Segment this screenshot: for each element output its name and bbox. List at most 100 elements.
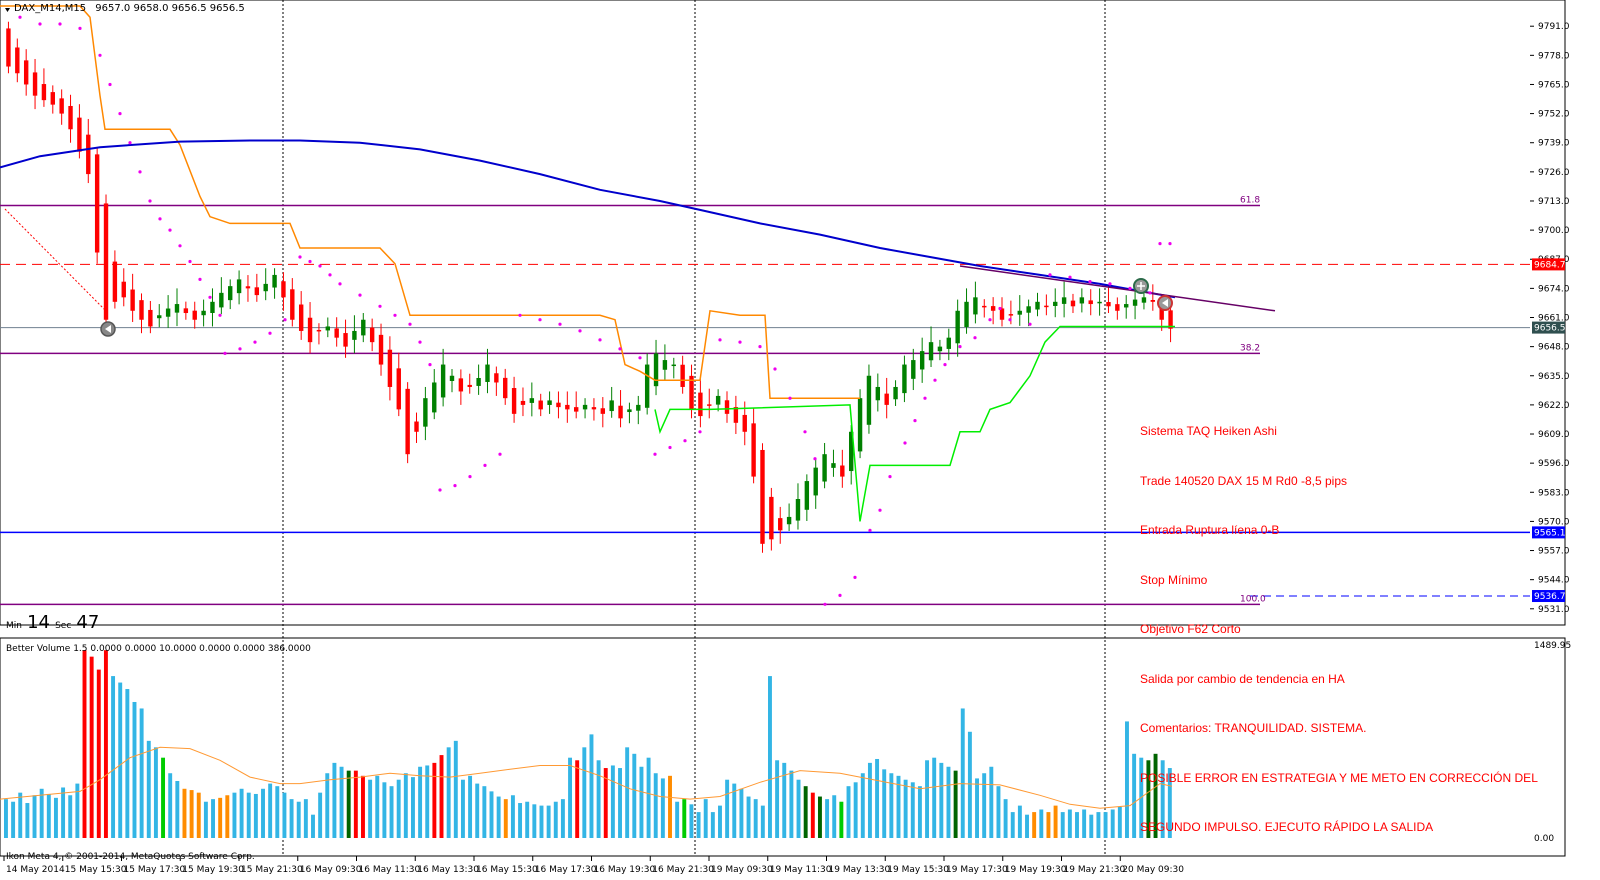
price-axis: 9791.0 9778.0 9765.0 9752.0 9739.0 9726.0 9713…: [1530, 22, 1571, 844]
psar-dot: [813, 457, 817, 461]
copyright: Ikon Meta 4, © 2001-2014, MetaQuotes Sof…: [6, 852, 255, 862]
annotation-line: Entrada Ruptura líena 0-B: [1140, 523, 1280, 537]
annotation-line: Stop Mínimo: [1140, 572, 1208, 587]
volume-bar: [4, 799, 8, 838]
volume-bar: [539, 805, 544, 838]
arrow-left-icon: [1162, 299, 1168, 307]
candle-body: [999, 308, 1005, 320]
psar-dot: [923, 396, 927, 400]
volume-bar: [68, 795, 73, 838]
volume-bar: [603, 768, 608, 838]
volume-bar: [1039, 809, 1044, 838]
price-marker-label: 9565.1: [1534, 528, 1566, 538]
volume-bar: [246, 792, 251, 838]
candle-body: [627, 409, 632, 413]
fib-label: 61.8: [1240, 195, 1260, 205]
psar-dot: [1088, 280, 1092, 284]
volume-bar: [396, 779, 401, 838]
volume-bar: [82, 650, 87, 838]
volume-bar: [860, 773, 865, 838]
volume-bar: [460, 779, 465, 838]
psar-dot: [1168, 242, 1172, 246]
psar-dot: [78, 26, 82, 30]
candle-body: [698, 392, 703, 417]
time-label: 16 May 13:30: [417, 865, 479, 875]
psar-dot: [148, 199, 152, 203]
candle-body: [1008, 314, 1014, 316]
volume-bar: [353, 770, 358, 838]
psar-dot: [1108, 282, 1112, 286]
candle-body: [281, 281, 286, 298]
axis-tick-label: 9739.0: [1538, 139, 1570, 149]
collapse-arrow-icon[interactable]: [5, 8, 10, 12]
candle-body: [485, 364, 490, 382]
axis-tick-label: 9674.0: [1538, 284, 1570, 294]
price-marker-label: 9656.5: [1534, 324, 1566, 334]
volume-bar: [1025, 814, 1029, 838]
axis-tick-label: 9557.0: [1538, 547, 1570, 557]
psar-dot: [438, 488, 442, 492]
psar-dot: [158, 217, 162, 221]
candle-body: [228, 286, 233, 301]
axis-tick-label: 9570.0: [1538, 517, 1570, 527]
candle-body: [1124, 304, 1129, 308]
psar-dot: [518, 313, 522, 317]
candle-body: [307, 317, 313, 343]
psar-dot: [973, 336, 977, 340]
volume-bar: [425, 765, 430, 838]
volume-bar: [639, 766, 644, 838]
candle-body: [236, 279, 242, 294]
volume-ma: [0, 746, 1173, 809]
volume-bar: [496, 796, 501, 838]
candle-body: [769, 496, 774, 540]
annotation-line: SEGUNDO IMPULSO. EJECUTO RÁPIDO LA SALID…: [1140, 820, 1434, 834]
candle-body: [1079, 297, 1085, 304]
psar-dot: [638, 356, 642, 360]
volume-bar: [211, 799, 215, 838]
volume-bar: [418, 766, 423, 838]
volume-bar: [1032, 812, 1037, 838]
time-label: 15 May 19:30: [182, 865, 244, 875]
volume-bar: [1003, 799, 1008, 838]
sec-value: 47: [76, 612, 100, 633]
time-label: 16 May 21:30: [652, 865, 714, 875]
candle-body: [671, 364, 676, 367]
volume-bar: [118, 682, 123, 838]
candle-body: [857, 398, 863, 452]
volume-bar: [525, 801, 530, 838]
volume-bar: [375, 775, 380, 838]
candle-body: [1159, 300, 1164, 320]
psar-dot: [268, 331, 272, 335]
psar-dot: [58, 22, 62, 26]
volume-bar: [1146, 760, 1151, 838]
volume-bar: [61, 787, 66, 838]
volume-bar: [568, 757, 573, 838]
candle-body: [973, 297, 978, 315]
volume-bar: [289, 799, 294, 838]
volume-bar: [917, 786, 922, 838]
volume-bar: [161, 757, 166, 838]
candle-body: [591, 407, 597, 410]
volume-bar: [625, 747, 630, 838]
volume-bar: [839, 801, 844, 838]
psar-dot: [913, 419, 917, 423]
volume-bar: [153, 747, 158, 838]
time-label: 19 May 21:30: [1064, 865, 1126, 875]
ohlc-values: 9657.0 9658.0 9656.5 9656.5: [95, 3, 245, 14]
volume-bar: [389, 786, 394, 838]
volume-bar: [125, 689, 130, 838]
min-label: Min: [6, 621, 22, 631]
time-label: 19 May 13:30: [829, 865, 891, 875]
candle-body: [423, 398, 428, 427]
axis-tick-label: 9713.0: [1538, 197, 1570, 207]
candle-body: [831, 463, 836, 468]
psar-dot: [653, 452, 657, 456]
candle-body: [840, 465, 845, 477]
candle-body: [476, 378, 481, 386]
psar-dot: [698, 430, 702, 434]
axis-tick-label: 9752.0: [1538, 110, 1570, 120]
axis-tick-label: 9778.0: [1538, 51, 1570, 61]
candle-body: [636, 404, 641, 411]
volume-bar: [382, 782, 387, 838]
